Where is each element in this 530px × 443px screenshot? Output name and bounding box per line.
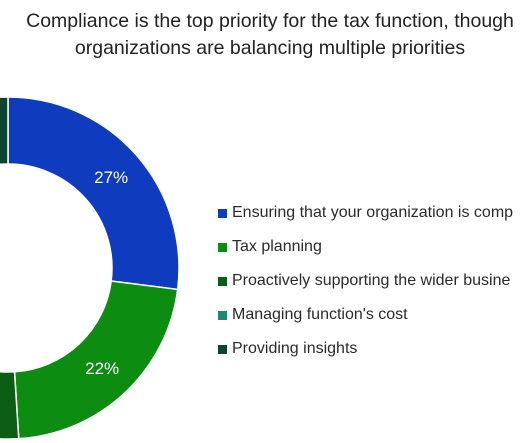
legend-swatch-1 — [218, 208, 227, 218]
legend-item-2: Tax planning — [218, 230, 513, 264]
legend-swatch-5 — [218, 344, 227, 354]
chart-title-line-2: organizations are balancing multiple pri… — [74, 37, 466, 59]
chart-title: Compliance is the top priority for the t… — [0, 8, 530, 62]
chart-title-line-1: Compliance is the top priority for the t… — [26, 10, 514, 32]
legend-item-5: Providing insights — [218, 332, 513, 366]
donut-slice-3 — [0, 370, 20, 440]
legend-swatch-2 — [218, 242, 227, 252]
legend-label-4: Managing function's cost — [232, 306, 408, 323]
legend-item-1: Ensuring that your organization is comp — [218, 196, 513, 230]
legend-swatch-4 — [218, 310, 227, 320]
donut-slice-5 — [0, 96, 9, 166]
legend-swatch-3 — [218, 276, 227, 286]
legend-item-4: Managing function's cost — [218, 298, 513, 332]
donut-slice-2 — [13, 280, 179, 440]
chart-legend: Ensuring that your organization is comp T… — [218, 196, 513, 366]
legend-item-3: Proactively supporting the wider busine — [218, 264, 513, 298]
slice-label-1: 27% — [94, 168, 128, 187]
legend-label-1: Ensuring that your organization is comp — [232, 204, 514, 221]
legend-label-2: Tax planning — [232, 238, 322, 255]
slice-label-2: 22% — [85, 359, 119, 378]
legend-label-3: Proactively supporting the wider busine — [232, 272, 511, 289]
legend-label-5: Providing insights — [232, 340, 358, 357]
donut-slice-1 — [7, 96, 180, 291]
